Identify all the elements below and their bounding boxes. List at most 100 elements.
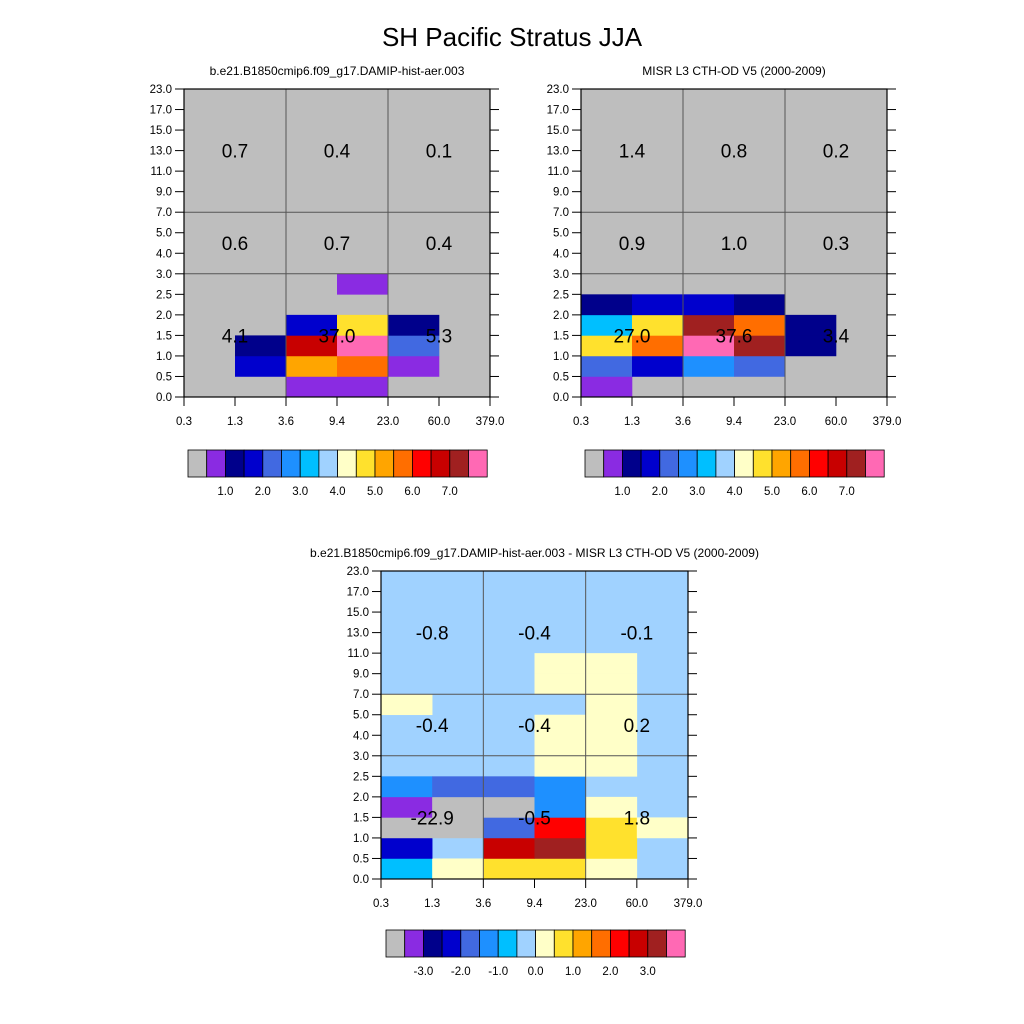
colorbar-box xyxy=(281,449,301,478)
group-value-label: 1.8 xyxy=(624,808,650,829)
colorbar-box xyxy=(404,929,424,958)
x-tick-label: 60.0 xyxy=(428,416,450,428)
heatmap-cell xyxy=(581,335,633,357)
y-tick-label: 0.0 xyxy=(553,392,569,404)
heatmap-cell xyxy=(381,694,433,716)
colorbar-box xyxy=(535,929,555,958)
y-tick-label: 5.0 xyxy=(156,228,172,240)
heatmap-cell xyxy=(286,314,338,336)
heatmap-cell xyxy=(734,355,786,377)
group-value-label: 5.3 xyxy=(426,326,452,347)
y-tick-label: 4.0 xyxy=(353,730,369,742)
colorbar-label: 3.0 xyxy=(689,486,705,498)
y-tick-label: 13.0 xyxy=(150,146,172,158)
y-tick-label: 15.0 xyxy=(347,607,369,619)
y-tick-label: 2.5 xyxy=(156,289,172,301)
heatmap-cell xyxy=(683,335,735,357)
heatmap-cell xyxy=(337,376,389,398)
colorbar-box xyxy=(318,449,338,478)
panel-2: MISR L3 CTH-OD V5 (2000-2009) 0.0 0.5 1.0 1.… xyxy=(547,64,902,498)
heatmap-cell xyxy=(286,335,338,357)
group-value-label: -0.4 xyxy=(416,716,449,737)
y-tick-label: 1.0 xyxy=(156,351,172,363)
y-tick-label: 23.0 xyxy=(150,84,172,96)
heatmap-cell xyxy=(585,817,638,839)
y-tick-label: 3.0 xyxy=(353,751,369,763)
y-tick-label: 1.0 xyxy=(353,833,369,845)
colorbar-box xyxy=(610,929,630,958)
colorbar-box xyxy=(460,929,480,958)
y-tick-label: 15.0 xyxy=(150,125,172,137)
y-tick-label: 2.5 xyxy=(353,771,369,783)
colorbar-label: 0.0 xyxy=(528,966,544,978)
y-tick-label: 13.0 xyxy=(347,628,369,640)
x-tick-label: 0.3 xyxy=(573,416,589,428)
y-tick-label: 7.0 xyxy=(156,207,172,219)
heatmap-cell xyxy=(337,335,389,357)
y-tick-label: 11.0 xyxy=(347,648,369,660)
y-tick-label: 9.0 xyxy=(156,187,172,199)
heatmap-cell xyxy=(683,355,735,377)
panel-subtitle: b.e21.B1850cmip6.f09_g17.DAMIP-hist-aer.… xyxy=(310,546,759,560)
x-tick-label: 9.4 xyxy=(329,416,346,428)
colorbar-label: 2.0 xyxy=(602,966,618,978)
colorbar-label: 6.0 xyxy=(801,486,817,498)
y-tick-label: 0.0 xyxy=(156,392,172,404)
heatmap-cell xyxy=(286,355,338,377)
heatmap-cell xyxy=(235,355,287,377)
colorbar-box xyxy=(647,929,667,958)
heatmap-cell xyxy=(534,755,586,777)
y-tick-label: 0.5 xyxy=(156,371,172,383)
heatmap-cell xyxy=(585,837,638,859)
x-tick-label: 23.0 xyxy=(574,898,596,910)
colorbar-box xyxy=(355,449,376,478)
x-tick-label: 3.6 xyxy=(675,416,691,428)
x-tick-label: 379.0 xyxy=(674,898,703,910)
colorbar-label: -3.0 xyxy=(413,966,433,978)
heatmap-cell xyxy=(683,314,735,336)
y-tick-label: 3.0 xyxy=(156,269,172,281)
x-tick-label: 1.3 xyxy=(424,898,440,910)
x-tick-label: 379.0 xyxy=(873,416,902,428)
colorbar-box xyxy=(659,449,679,478)
x-tick-label: 3.6 xyxy=(278,416,294,428)
group-value-label: 3.4 xyxy=(823,326,850,347)
heatmap-cell xyxy=(388,335,440,357)
heatmap-cell xyxy=(585,796,638,818)
colorbar-label: 1.0 xyxy=(614,486,630,498)
heatmap-cell xyxy=(734,314,786,336)
y-tick-label: 0.5 xyxy=(553,371,569,383)
group-value-label: 0.8 xyxy=(721,142,747,163)
colorbar-box xyxy=(441,929,462,958)
colorbar-box xyxy=(666,929,686,958)
group-value-label: 0.1 xyxy=(426,142,452,163)
colorbar-box xyxy=(468,449,488,478)
group-value-label: -22.9 xyxy=(411,808,454,829)
heatmap-cell xyxy=(585,858,638,880)
heatmap-cell xyxy=(585,714,638,736)
group-value-label: 0.7 xyxy=(222,142,248,163)
y-tick-label: 1.5 xyxy=(553,330,569,342)
colorbar-label: 1.0 xyxy=(217,486,233,498)
colorbar-label: 3.0 xyxy=(640,966,656,978)
x-tick-label: 379.0 xyxy=(476,416,505,428)
y-tick-label: 11.0 xyxy=(150,166,172,178)
colorbar-box xyxy=(411,449,432,478)
heatmap-cell xyxy=(286,376,338,398)
heatmap-cell xyxy=(381,796,433,818)
heatmap-cell xyxy=(534,714,586,736)
heatmap-cell xyxy=(581,314,633,336)
group-value-label: 1.4 xyxy=(619,142,646,163)
y-tick-label: 2.0 xyxy=(353,792,369,804)
y-tick-label: 17.0 xyxy=(347,587,369,599)
y-tick-label: 17.0 xyxy=(547,105,569,117)
heatmap-cell xyxy=(381,837,433,859)
panel-3: b.e21.B1850cmip6.f09_g17.DAMIP-hist-aer.… xyxy=(310,546,759,978)
colorbar-label: 7.0 xyxy=(442,486,458,498)
heatmap-cell xyxy=(785,335,837,357)
group-value-label: 0.3 xyxy=(823,234,849,255)
y-tick-label: 23.0 xyxy=(547,84,569,96)
y-tick-label: 0.5 xyxy=(353,853,369,865)
group-value-label: 4.1 xyxy=(222,326,248,347)
y-tick-label: 17.0 xyxy=(150,105,172,117)
